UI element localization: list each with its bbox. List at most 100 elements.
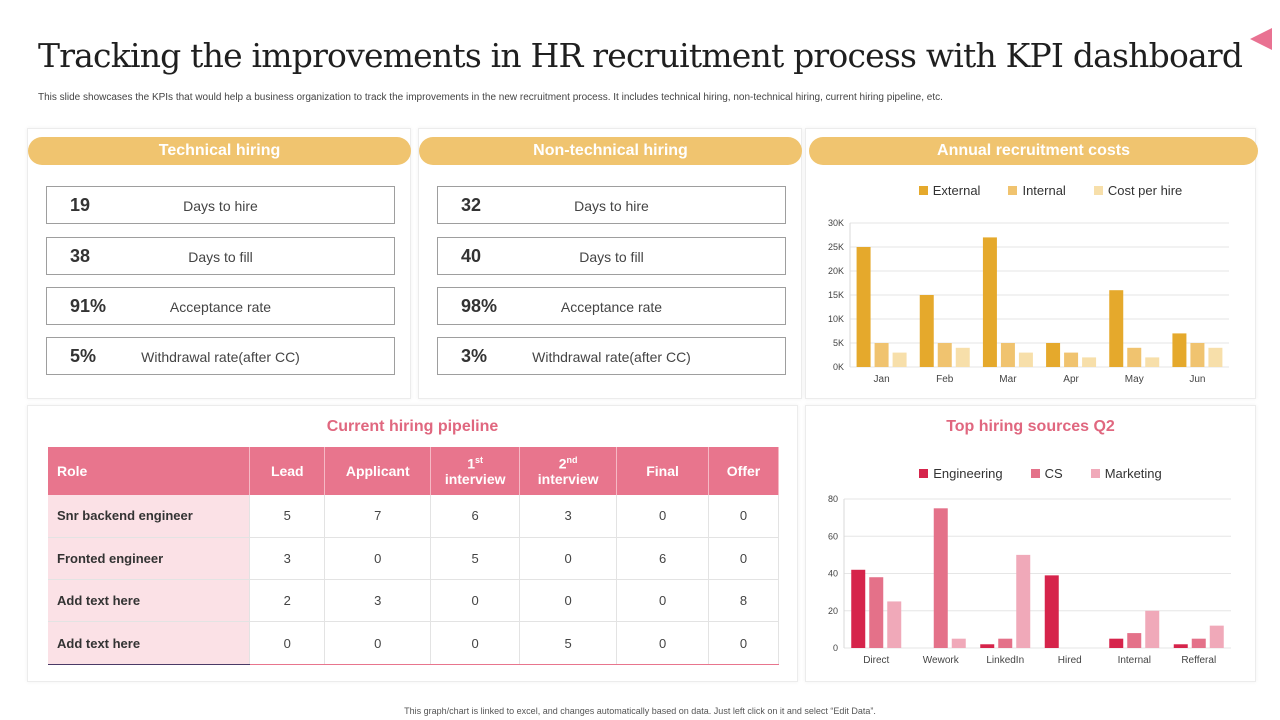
col-second-interview: 2nd interview <box>519 447 618 495</box>
cell-role: Snr backend engineer <box>48 495 251 538</box>
x-tick-label: LinkedIn <box>986 655 1024 666</box>
kpi-label: Days to fill <box>579 249 644 265</box>
kpi-value: 40 <box>461 246 482 266</box>
x-tick-label: May <box>1125 374 1144 385</box>
cell-value: 0 <box>324 537 432 581</box>
bar-external <box>982 237 997 367</box>
x-tick-label: Internal <box>1118 655 1151 666</box>
y-tick-label: 30K <box>828 218 844 228</box>
kpi-label: Days to hire <box>183 198 258 214</box>
bar-internal <box>1000 343 1015 367</box>
bar-cs <box>1127 633 1142 648</box>
cell-role: Fronted engineer <box>48 537 251 581</box>
hiring-sources-legend: Engineering CS Marketing <box>826 466 1255 481</box>
x-tick-label: Apr <box>1063 374 1079 385</box>
y-tick-label: 40 <box>828 569 838 579</box>
kpi-acceptance-rate: 91% Acceptance rate <box>46 287 395 325</box>
bar-cost-per-hire <box>892 352 907 367</box>
table-row: Add text here 0 0 0 5 0 0 <box>48 621 779 665</box>
annual-costs-legend: External Internal Cost per hire <box>846 183 1255 198</box>
kpi-label: Days to fill <box>188 249 253 265</box>
kpi-value: 19 <box>70 195 91 215</box>
bar-cost-per-hire <box>1208 347 1223 367</box>
cell-value: 0 <box>616 579 710 623</box>
footer-note: This graph/chart is linked to excel, and… <box>404 706 876 716</box>
bar-cs <box>933 508 948 648</box>
bar-internal <box>1064 352 1079 367</box>
x-tick-label: Wework <box>923 655 960 666</box>
cell-value: 3 <box>324 579 432 623</box>
bar-external <box>856 247 871 367</box>
x-tick-label: Mar <box>999 374 1017 385</box>
bar-internal <box>1127 347 1142 367</box>
hiring-pipeline-title: Current hiring pipeline <box>326 418 499 435</box>
non-technical-hiring-panel: Non-technical hiring 32 Days to hire 40 … <box>418 128 802 399</box>
bar-marketing <box>951 638 966 648</box>
kpi-value: 5% <box>70 346 97 366</box>
cell-value: 8 <box>708 579 779 623</box>
bar-marketing <box>1209 625 1224 648</box>
bar-internal <box>1190 343 1205 367</box>
annual-costs-title: Annual recruitment costs <box>809 137 1258 165</box>
kpi-value: 98% <box>461 296 498 316</box>
cell-value: 0 <box>249 621 326 665</box>
annual-costs-chart: 0K 5K 10K 15K 20K 25K 30K Jan Feb Mar Apr May Jun <box>828 218 1229 385</box>
y-tick-label: 0K <box>833 362 844 372</box>
y-tick-label: 5K <box>833 338 844 348</box>
cell-value: 3 <box>519 495 618 538</box>
kpi-withdrawal-rate: 3% Withdrawal rate(after CC) <box>437 337 786 375</box>
y-tick-label: 20K <box>828 266 844 276</box>
hiring-pipeline-table: Role Lead Applicant 1st interview 2nd inte… <box>48 447 779 665</box>
col-first-interview: 1st interview <box>430 447 521 495</box>
cell-value: 0 <box>324 621 432 665</box>
bar-cs <box>998 638 1013 648</box>
kpi-days-to-fill: 38 Days to fill <box>46 237 395 275</box>
cell-value: 3 <box>249 537 326 581</box>
table-row: Snr backend engineer 5 7 6 3 0 0 <box>48 495 779 538</box>
hiring-sources-title: Top hiring sources Q2 <box>946 418 1115 435</box>
legend-engineering: Engineering <box>919 466 1003 481</box>
kpi-label: Acceptance rate <box>169 299 272 315</box>
kpi-value: 32 <box>461 195 482 215</box>
page-title: Tracking the improvements in HR recruitm… <box>38 36 1243 75</box>
legend-cs: CS <box>1030 466 1063 481</box>
bar-cs <box>1191 638 1206 648</box>
bar-cost-per-hire <box>1145 357 1160 367</box>
bar-engineering <box>1109 638 1124 648</box>
cell-value: 0 <box>519 579 618 623</box>
table-row: Fronted engineer 3 0 5 0 6 0 <box>48 537 779 581</box>
col-applicant: Applicant <box>324 447 432 495</box>
bar-cost-per-hire <box>1082 357 1097 367</box>
corner-triangle-icon <box>1250 28 1272 50</box>
cell-value: 0 <box>708 537 779 581</box>
bar-external <box>1046 343 1061 367</box>
table-header-row: Role Lead Applicant 1st interview 2nd inte… <box>48 447 779 495</box>
col-lead: Lead <box>249 447 326 495</box>
kpi-days-to-fill: 40 Days to fill <box>437 237 786 275</box>
cell-value: 0 <box>430 621 521 665</box>
bar-marketing <box>1145 610 1160 648</box>
x-tick-label: Jan <box>874 374 890 385</box>
bar-marketing <box>887 601 902 648</box>
cell-value: 2 <box>249 579 326 623</box>
legend-internal: Internal <box>1008 183 1066 198</box>
bar-cost-per-hire <box>1018 352 1033 367</box>
y-tick-label: 20 <box>828 606 838 616</box>
col-final: Final <box>616 447 710 495</box>
hiring-sources-panel: Top hiring sources Q2 Engineering CS Mar… <box>805 405 1256 682</box>
legend-external: External <box>918 183 980 198</box>
kpi-withdrawal-rate: 5% Withdrawal rate(after CC) <box>46 337 395 375</box>
cell-value: 0 <box>708 495 779 538</box>
cell-value: 5 <box>519 621 618 665</box>
bar-internal <box>937 343 952 367</box>
legend-marketing: Marketing <box>1090 466 1162 481</box>
bar-engineering <box>1173 644 1188 648</box>
col-offer: Offer <box>708 447 779 495</box>
cell-value: 6 <box>616 537 710 581</box>
cell-value: 0 <box>616 621 710 665</box>
y-tick-label: 10K <box>828 314 844 324</box>
kpi-label: Acceptance rate <box>560 299 663 315</box>
bar-cs <box>869 577 884 648</box>
kpi-label: Withdrawal rate(after CC) <box>532 349 691 365</box>
legend-cost-per-hire: Cost per hire <box>1093 183 1182 198</box>
